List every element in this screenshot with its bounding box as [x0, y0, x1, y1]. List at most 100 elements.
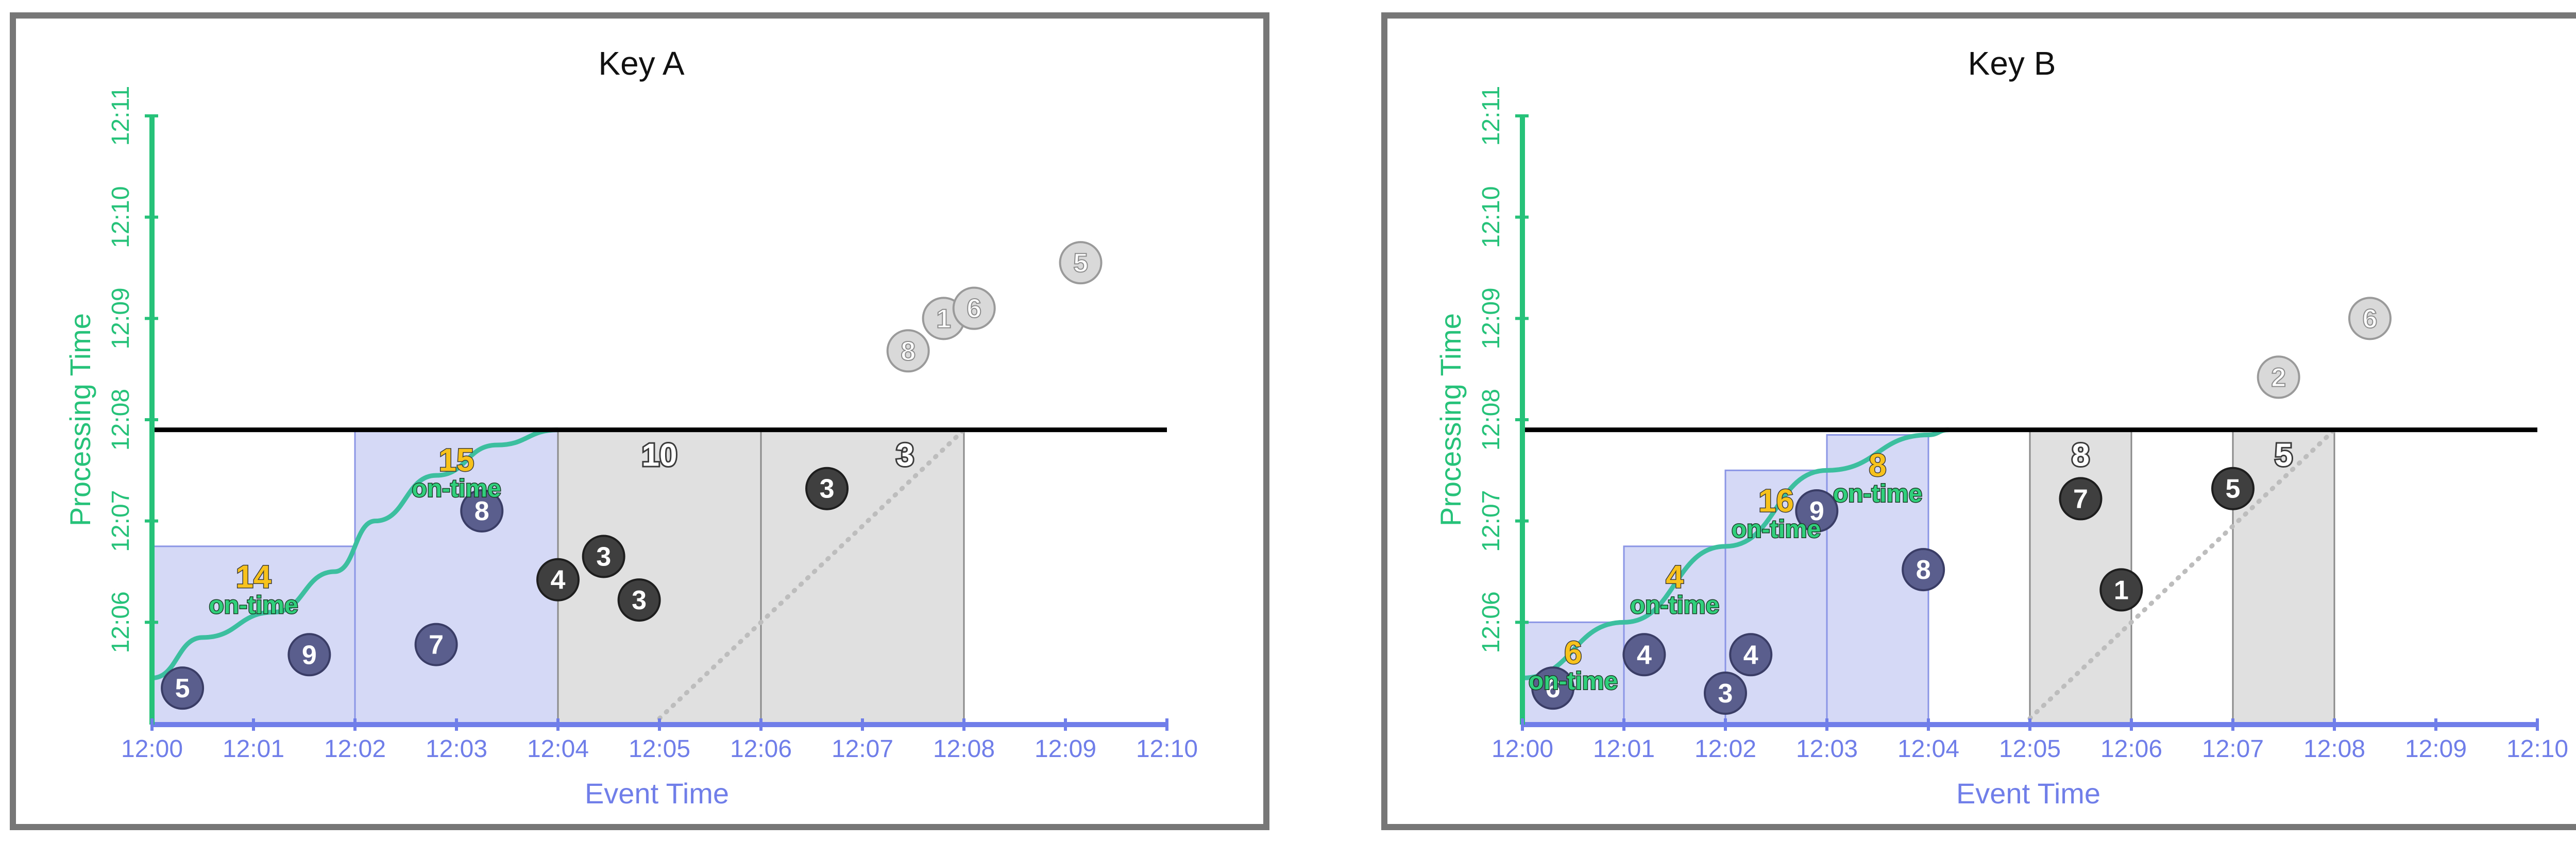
- panel-key-b: Key B Event Time Processing Time 12:00 12…: [1381, 12, 2576, 830]
- data-point: [161, 666, 205, 710]
- data-point: [2099, 568, 2143, 612]
- data-point-value: 1: [936, 304, 951, 334]
- window-count: 6: [1564, 635, 1582, 671]
- data-point-value: 3: [596, 542, 611, 572]
- data-point-value: 5: [1073, 248, 1088, 278]
- x-tick-label: 12:00: [1492, 735, 1553, 763]
- data-point-value: 6: [1546, 674, 1561, 703]
- watermark-curve: [151, 427, 558, 680]
- data-point: [536, 558, 580, 602]
- x-tick-label: 12:10: [2506, 735, 2568, 763]
- x-tick-label: 12:10: [1136, 735, 1198, 763]
- x-tick-label: 12:03: [1796, 735, 1858, 763]
- y-tick-label: 12:06: [1478, 591, 1505, 653]
- window-count: 5: [2275, 438, 2292, 473]
- x-axis-label: Event Time: [1956, 777, 2100, 810]
- x-tick-label: 12:06: [2100, 735, 2162, 763]
- window-count: 4: [1666, 559, 1684, 595]
- data-point: [617, 578, 661, 622]
- y-tick-label: 12:08: [107, 389, 134, 451]
- y-tick-label: 12:07: [107, 490, 134, 552]
- y-tick-label: 12:08: [1478, 389, 1505, 451]
- window-count: 16: [1758, 483, 1794, 519]
- data-point-value: 2: [2271, 363, 2286, 392]
- data-point: [414, 623, 458, 666]
- window-count: 8: [1869, 448, 1886, 484]
- data-point-value: 4: [1743, 640, 1758, 670]
- y-axis-label: Processing Time: [64, 313, 96, 526]
- data-point-value: 7: [2073, 484, 2088, 514]
- y-tick-label: 12:11: [107, 86, 134, 146]
- x-tick-label: 12:07: [2202, 735, 2264, 763]
- x-tick-label: 12:04: [527, 735, 589, 763]
- x-tick-label: 12:08: [2303, 735, 2365, 763]
- x-tick-label: 12:02: [324, 735, 386, 763]
- x-tick-label: 12:03: [426, 735, 487, 763]
- y-tick-label: 12:09: [1478, 287, 1505, 349]
- data-point: [1059, 241, 1103, 285]
- window-count: 14: [236, 559, 272, 595]
- chart-title: Key A: [598, 45, 685, 82]
- y-tick-label: 12:11: [1478, 86, 1505, 146]
- window-ontime-label: on-time: [412, 475, 501, 503]
- y-tick-label: 12:06: [107, 591, 134, 653]
- x-tick-label: 12:08: [933, 735, 995, 763]
- data-point-value: 1: [2114, 575, 2129, 605]
- x-tick-label: 12:07: [832, 735, 893, 763]
- data-point: [582, 535, 625, 578]
- data-point: [2348, 297, 2392, 340]
- x-tick-label: 12:09: [2405, 735, 2467, 763]
- chart-title: Key B: [1968, 45, 2056, 82]
- x-tick-label: 12:04: [1897, 735, 1959, 763]
- x-tick-label: 12:05: [1999, 735, 2061, 763]
- window-count: 3: [896, 438, 913, 473]
- window-ontime-label: on-time: [1732, 515, 1821, 543]
- panel-key-a: Key A Event Time Processing Time 12:00 12…: [10, 12, 1269, 830]
- data-point-value: 6: [967, 294, 981, 324]
- data-point: [952, 286, 996, 330]
- x-tick-label: 12:01: [1593, 735, 1655, 763]
- data-point: [805, 467, 849, 510]
- data-point-value: 3: [1718, 679, 1733, 709]
- y-tick-label: 12:09: [107, 287, 134, 349]
- window-ontime-label: on-time: [209, 592, 298, 619]
- y-tick-label: 12:10: [1478, 186, 1505, 248]
- data-point: [886, 329, 930, 373]
- x-tick-label: 12:09: [1035, 735, 1096, 763]
- window-count: 15: [439, 443, 474, 478]
- dropped-window: [760, 429, 965, 725]
- x-tick-label: 12:05: [629, 735, 690, 763]
- data-point-value: 5: [2226, 474, 2241, 504]
- data-point: [2059, 477, 2103, 521]
- data-point: [1622, 633, 1666, 677]
- y-axis-label: Processing Time: [1434, 313, 1467, 526]
- x-tick-label: 12:02: [1694, 735, 1756, 763]
- window-ontime-label: on-time: [1630, 592, 1719, 619]
- data-point-value: 8: [1916, 555, 1931, 585]
- data-point-value: 7: [429, 630, 444, 660]
- window-count: 8: [2072, 438, 2089, 473]
- data-point-value: 9: [302, 640, 317, 670]
- x-tick-label: 12:06: [730, 735, 792, 763]
- data-point-value: 6: [2362, 304, 2377, 334]
- data-point-value: 8: [474, 496, 489, 526]
- window-ontime-label: on-time: [1833, 480, 1922, 508]
- watermark-curve: [1522, 427, 1949, 680]
- data-point: [1729, 633, 1773, 677]
- data-point-value: 5: [175, 674, 190, 703]
- data-point-value: 3: [820, 474, 835, 504]
- data-point-value: 8: [901, 336, 916, 366]
- data-point: [1531, 666, 1575, 710]
- x-tick-label: 12:00: [121, 735, 183, 763]
- data-point: [1902, 548, 1945, 592]
- window-ontime-label: on-time: [1529, 667, 1618, 695]
- data-point-value: 9: [1809, 496, 1824, 526]
- window-count: 10: [642, 438, 677, 473]
- y-tick-label: 12:07: [1478, 490, 1505, 552]
- data-point-value: 4: [551, 565, 566, 595]
- data-point: [460, 489, 504, 532]
- y-tick-label: 12:10: [107, 186, 134, 248]
- data-point-value: 4: [1637, 640, 1652, 670]
- data-point: [1704, 672, 1747, 715]
